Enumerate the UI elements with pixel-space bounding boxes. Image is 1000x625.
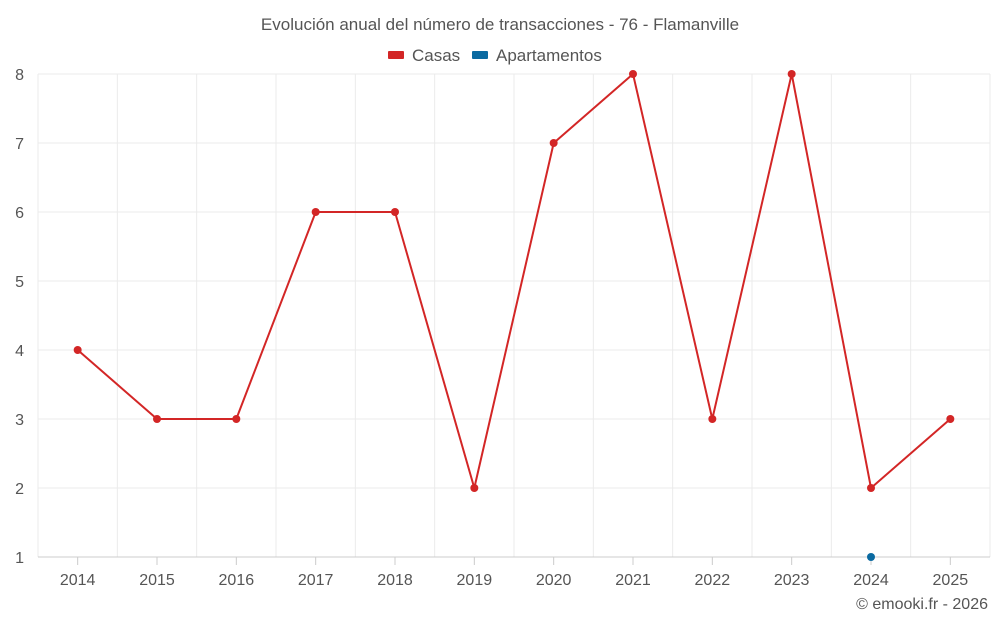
legend-item-casas[interactable]: Casas (388, 46, 460, 65)
chart-title: Evolución anual del número de transaccio… (261, 15, 739, 34)
data-point-casas[interactable] (73, 346, 82, 354)
series-layer (73, 70, 955, 561)
data-point-casas[interactable] (867, 484, 875, 492)
y-tick-label: 8 (15, 67, 24, 84)
x-tick-label: 2018 (377, 572, 413, 589)
legend-swatch-apartamentos (472, 51, 488, 59)
data-point-casas[interactable] (311, 208, 320, 216)
x-tick-label: 2021 (615, 572, 651, 589)
data-point-apartamentos[interactable] (867, 553, 875, 561)
x-tick-label: 2014 (60, 572, 96, 589)
y-tick-label: 1 (15, 550, 24, 567)
credit-text: © emooki.fr - 2026 (856, 596, 988, 613)
x-tick-label: 2025 (933, 572, 969, 589)
legend-swatch-casas (388, 51, 404, 59)
x-tick-label: 2023 (774, 572, 810, 589)
y-tick-label: 5 (15, 274, 24, 291)
x-tick-label: 2015 (139, 572, 175, 589)
data-point-casas[interactable] (391, 208, 399, 216)
y-tick-label: 4 (15, 343, 24, 360)
y-tick-label: 7 (15, 136, 24, 153)
y-tick-label: 6 (15, 205, 24, 222)
data-point-casas[interactable] (787, 70, 796, 78)
series-line-casas (77, 73, 951, 489)
axes: 1 2 3 4 5 6 7 8 2014 2015 2016 2017 2018 2019 2020 2021… (15, 67, 990, 589)
data-point-casas[interactable] (629, 70, 637, 78)
x-tick-label: 2020 (536, 572, 572, 589)
legend: Casas Apartamentos (388, 46, 602, 65)
x-tick-label: 2019 (457, 572, 493, 589)
data-point-casas[interactable] (708, 415, 717, 423)
x-tick-label: 2024 (853, 572, 889, 589)
x-tick-label: 2017 (298, 572, 334, 589)
series-apartamentos (867, 553, 875, 561)
data-point-casas[interactable] (946, 415, 955, 423)
series-casas (73, 70, 955, 492)
x-tick-label: 2016 (219, 572, 255, 589)
data-point-casas[interactable] (232, 415, 241, 423)
data-point-casas[interactable] (470, 484, 479, 492)
data-point-casas[interactable] (153, 415, 161, 423)
x-tick-label: 2022 (695, 572, 731, 589)
data-point-casas[interactable] (549, 139, 558, 147)
legend-label-apartamentos: Apartamentos (496, 46, 602, 65)
y-tick-label: 2 (15, 481, 24, 498)
legend-item-apartamentos[interactable]: Apartamentos (472, 46, 602, 65)
legend-label-casas: Casas (412, 46, 460, 65)
y-tick-label: 3 (15, 412, 24, 429)
